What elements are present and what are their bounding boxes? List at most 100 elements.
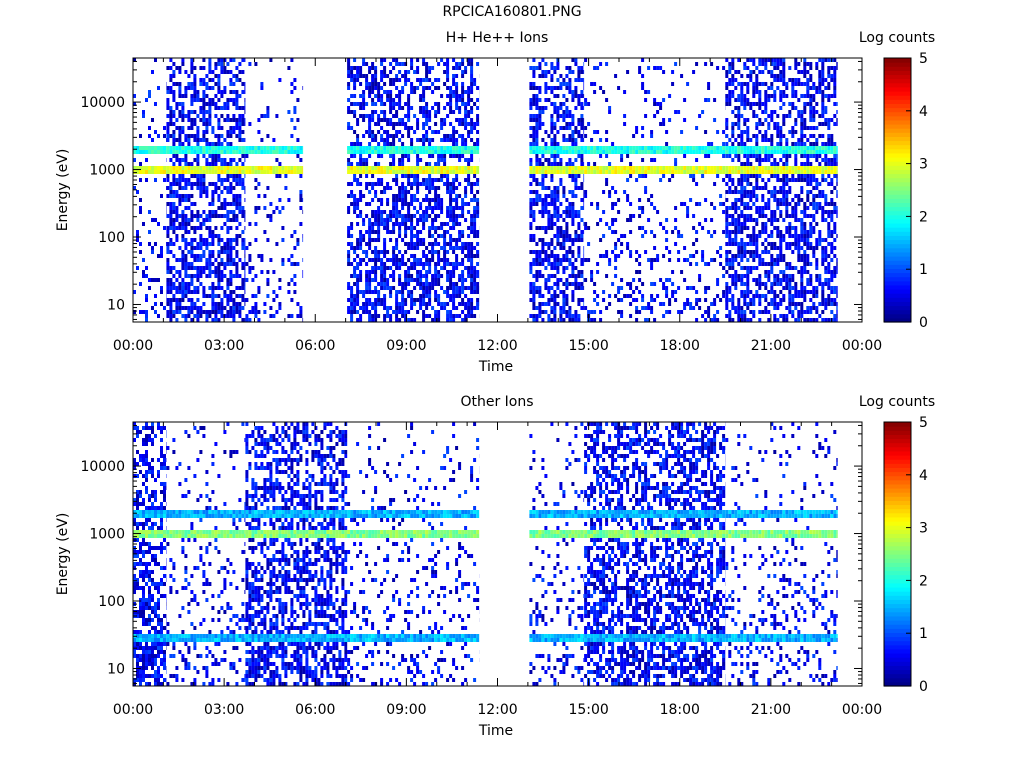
spectrogram-cells xyxy=(163,530,453,538)
colorbar-segment xyxy=(884,272,911,278)
colorbar-segment xyxy=(884,492,911,497)
colorbar-segment xyxy=(884,235,911,241)
colorbar-tick-label: 1 xyxy=(919,262,928,278)
colorbar-tick-label: 4 xyxy=(919,104,928,120)
colorbar-segment xyxy=(884,276,911,282)
x-tick-label: 06:00 xyxy=(295,702,335,718)
colorbar-segment xyxy=(884,247,911,253)
spectrogram-cells xyxy=(169,62,816,302)
spectrogram-cells xyxy=(169,78,838,322)
colorbar-segment xyxy=(884,562,911,567)
colorbar-segment xyxy=(884,185,911,191)
spectrogram-cells xyxy=(166,74,813,322)
colorbar-segment xyxy=(884,119,911,125)
x-tick-label: 15:00 xyxy=(568,338,608,354)
spectrogram-cells xyxy=(157,510,654,642)
spectrogram-cells xyxy=(133,438,837,686)
colorbar-segment xyxy=(884,438,911,444)
spectrogram-cells xyxy=(689,534,693,538)
spectrogram-cells xyxy=(196,66,838,258)
colorbar-segment xyxy=(884,260,911,265)
spectrogram-cells xyxy=(728,166,732,170)
y-tick-label: 10000 xyxy=(80,459,125,475)
colorbar-segment xyxy=(884,165,911,170)
colorbar-segment xyxy=(884,214,911,220)
colorbar-segment xyxy=(884,313,911,319)
colorbar-label: Log counts xyxy=(859,30,935,46)
spectrogram-cells xyxy=(824,146,828,150)
colorbar-segment xyxy=(884,512,911,518)
colorbar-segment xyxy=(884,508,911,514)
colorbar-segment xyxy=(884,301,911,307)
spectrogram-cells xyxy=(809,534,813,538)
colorbar-segment xyxy=(884,607,911,613)
spectrogram-cells xyxy=(160,422,816,670)
colorbar-segment xyxy=(884,681,911,687)
spectrogram-cells xyxy=(422,534,426,538)
x-tick-label: 18:00 xyxy=(660,702,700,718)
colorbar-segment xyxy=(884,218,911,224)
spectrogram-cells xyxy=(593,166,597,170)
spectrogram-cells xyxy=(407,166,750,174)
spectrogram-cells xyxy=(806,166,810,170)
colorbar-segment xyxy=(884,574,911,580)
spectrogram-cells xyxy=(136,462,834,670)
colorbar-tick-label: 2 xyxy=(919,209,928,225)
colorbar-segment xyxy=(884,669,911,675)
colorbar-segment xyxy=(884,644,911,650)
spectrogram-cells xyxy=(172,58,822,318)
spectrogram-cells xyxy=(782,166,786,170)
colorbar-segment xyxy=(884,426,911,431)
spectrogram-cells xyxy=(461,146,465,150)
spectrogram-cells xyxy=(758,166,762,170)
colorbar-segment xyxy=(884,169,911,175)
colorbar-tick-label: 5 xyxy=(919,415,928,431)
spectrogram-cells xyxy=(139,58,837,322)
colorbar-segment xyxy=(884,111,911,117)
y-tick-label: 10 xyxy=(107,297,125,313)
colorbar-tick-label: 4 xyxy=(919,468,928,484)
colorbar-segment xyxy=(884,587,911,592)
colorbar-segment xyxy=(884,636,911,642)
spectrogram-cells xyxy=(142,426,831,670)
spectrogram-cells xyxy=(136,430,825,686)
colorbar-segment xyxy=(884,115,911,121)
colorbar-segment xyxy=(884,582,911,588)
spectrogram-cells xyxy=(136,438,837,686)
spectrogram-cells xyxy=(653,146,672,154)
spectrogram-cells xyxy=(368,150,372,154)
colorbar-segment xyxy=(884,190,911,195)
colorbar-tick-label: 5 xyxy=(919,51,928,67)
panel-title: Other Ions xyxy=(460,394,533,410)
y-tick-label: 1000 xyxy=(89,527,125,543)
colorbar-segment xyxy=(884,99,911,104)
colorbar-segment xyxy=(884,268,911,274)
spectrogram-cells xyxy=(776,170,780,174)
x-tick-label: 21:00 xyxy=(751,338,791,354)
colorbar-segment xyxy=(884,603,911,609)
colorbar-segment xyxy=(884,529,911,534)
page-title: RPCICA160801.PNG xyxy=(442,4,582,20)
colorbar-segment xyxy=(884,483,911,489)
spectrogram-cells xyxy=(422,166,651,174)
spectrogram-cells xyxy=(671,150,675,154)
colorbar-segment xyxy=(884,256,911,261)
spectrogram-cells xyxy=(599,150,603,154)
colorbar-segment xyxy=(884,70,911,76)
colorbar-segment xyxy=(884,467,911,473)
colorbar-segment xyxy=(884,661,911,666)
x-axis-label: Time xyxy=(478,723,513,739)
spectrogram-cells xyxy=(193,106,813,322)
colorbar-segment xyxy=(884,640,911,646)
spectrogram-cells xyxy=(608,146,735,154)
spectrogram-cells xyxy=(553,146,557,150)
spectrogram-plot-area xyxy=(133,58,838,322)
spectrogram-cells xyxy=(190,146,807,154)
spectrogram-cells xyxy=(443,534,447,538)
colorbar-segment xyxy=(884,632,911,638)
colorbar-segment xyxy=(884,194,911,199)
spectrogram-cells xyxy=(323,510,825,642)
spectrogram-cells xyxy=(365,166,726,174)
spectrogram-cells xyxy=(169,58,807,322)
spectrogram-cells xyxy=(226,146,230,150)
